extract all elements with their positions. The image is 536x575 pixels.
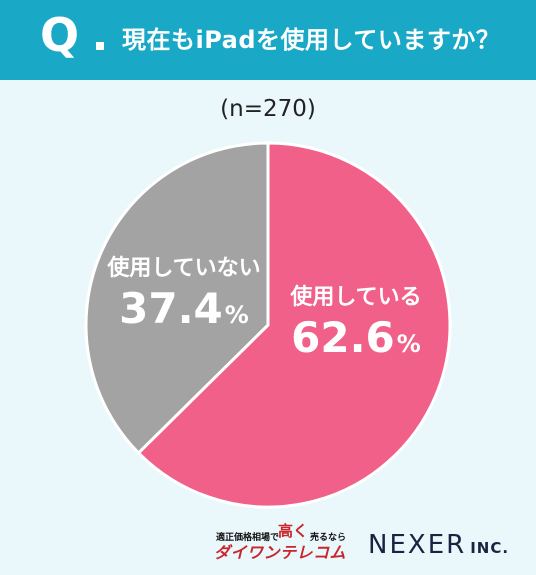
slice-label-using: 使用している xyxy=(289,285,421,310)
question-header: Q 現在もiPadを使用していますか？ xyxy=(0,0,536,80)
slice-value-not-using: 37.4% xyxy=(119,284,249,333)
sponsor-tagline-left: 適正価格相場で xyxy=(216,533,280,543)
slice-label-not-using: 使用していない xyxy=(106,256,260,281)
company-logo: NEXER INC. xyxy=(368,530,509,560)
pie-slice-not-using xyxy=(84,141,270,455)
question-text: 現在もiPadを使用していますか？ xyxy=(122,26,501,54)
sponsor-tagline-right: 売るなら xyxy=(310,533,347,543)
sponsor-name: ダイワンテレコム xyxy=(214,543,347,562)
question-mark-dot xyxy=(96,42,104,50)
slice-value-using: 62.6% xyxy=(291,313,421,362)
question-mark-logo: Q xyxy=(40,8,80,62)
company-name: NEXER xyxy=(368,530,467,560)
sponsor-logo: 適正価格相場で 高く 売るなら ダイワンテレコム xyxy=(214,520,364,562)
company-suffix: INC. xyxy=(470,539,510,557)
sponsor-tagline-accent: 高く xyxy=(278,522,309,540)
pie-slice-using xyxy=(137,141,452,509)
sample-size-label: (n=270) xyxy=(220,96,316,122)
